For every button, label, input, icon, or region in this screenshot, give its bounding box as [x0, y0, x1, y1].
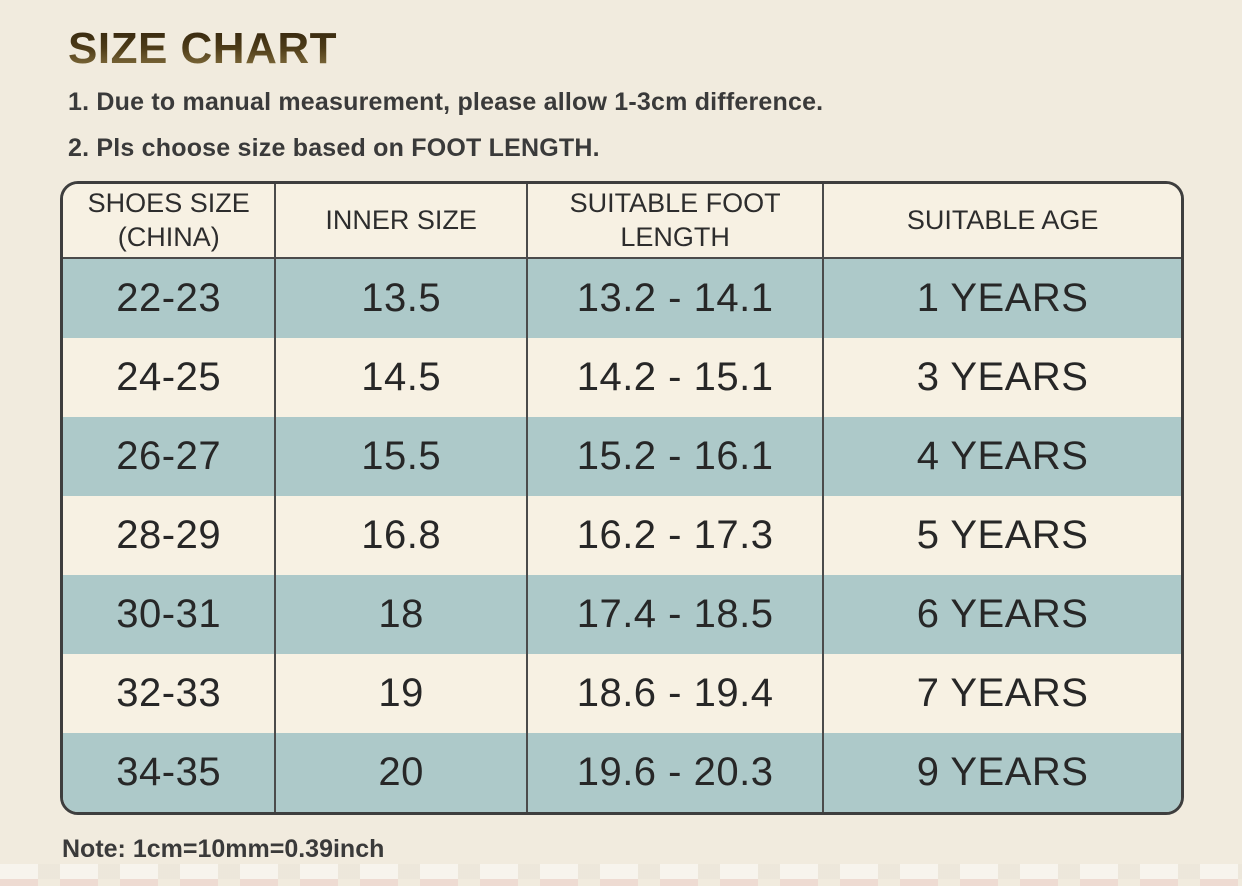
col-header-shoes-size-line2: (CHINA)	[117, 221, 220, 252]
table-row: 22-23 13.5 13.2 - 14.1 1 YEARS	[63, 258, 1181, 339]
note-foot-length: 2. Pls choose size based on FOOT LENGTH.	[68, 134, 600, 163]
size-chart-table-frame: SHOES SIZE (CHINA) INNER SIZE SUITABLE F…	[60, 181, 1184, 816]
cell-suitable-age: 5 YEARS	[822, 496, 1181, 576]
table-row: 30-31 18 17.4 - 18.5 6 YEARS	[63, 575, 1181, 655]
cell-foot-length: 14.2 - 15.1	[525, 338, 824, 418]
cell-suitable-age: 1 YEARS	[822, 258, 1181, 339]
cell-shoes-size: 26-27	[63, 417, 276, 497]
note-measurement: 1. Due to manual measurement, please all…	[68, 88, 824, 117]
cell-shoes-size: 30-31	[63, 575, 276, 655]
col-header-shoes-size-line1: SHOES SIZE	[87, 187, 250, 218]
cell-inner-size: 15.5	[274, 417, 527, 497]
table-row: 28-29 16.8 16.2 - 17.3 5 YEARS	[63, 496, 1181, 576]
cell-foot-length: 13.2 - 14.1	[525, 258, 824, 339]
cell-suitable-age: 7 YEARS	[822, 654, 1181, 734]
cell-shoes-size: 24-25	[63, 338, 276, 418]
cell-shoes-size: 28-29	[63, 496, 276, 576]
cell-suitable-age: 9 YEARS	[822, 733, 1181, 813]
cell-foot-length: 15.2 - 16.1	[525, 417, 824, 497]
unit-conversion-note: Note: 1cm=10mm=0.39inch	[62, 835, 385, 864]
col-header-foot-length: SUITABLE FOOT LENGTH	[525, 184, 824, 260]
cell-foot-length: 18.6 - 19.4	[525, 654, 824, 734]
bottom-perforation-tabs	[0, 864, 1242, 879]
cell-shoes-size: 22-23	[63, 258, 276, 339]
cell-suitable-age: 4 YEARS	[822, 417, 1181, 497]
table-row: 34-35 20 19.6 - 20.3 9 YEARS	[63, 733, 1181, 813]
bottom-perforation-dashes	[0, 879, 1242, 886]
cell-inner-size: 20	[274, 733, 527, 813]
col-header-suitable-age: SUITABLE AGE	[822, 184, 1181, 260]
cell-foot-length: 19.6 - 20.3	[525, 733, 824, 813]
cell-foot-length: 17.4 - 18.5	[525, 575, 824, 655]
col-header-inner-size: INNER SIZE	[274, 184, 527, 260]
size-chart-table: SHOES SIZE (CHINA) INNER SIZE SUITABLE F…	[63, 184, 1181, 813]
table-row: 26-27 15.5 15.2 - 16.1 4 YEARS	[63, 417, 1181, 497]
page-title: SIZE CHART	[68, 24, 337, 73]
table-row: 24-25 14.5 14.2 - 15.1 3 YEARS	[63, 338, 1181, 418]
cell-suitable-age: 6 YEARS	[822, 575, 1181, 655]
table-row: 32-33 19 18.6 - 19.4 7 YEARS	[63, 654, 1181, 734]
cell-foot-length: 16.2 - 17.3	[525, 496, 824, 576]
header-row: SHOES SIZE (CHINA) INNER SIZE SUITABLE F…	[63, 184, 1181, 260]
cell-inner-size: 14.5	[274, 338, 527, 418]
cell-inner-size: 16.8	[274, 496, 527, 576]
cell-inner-size: 18	[274, 575, 527, 655]
col-header-shoes-size: SHOES SIZE (CHINA)	[63, 184, 276, 260]
size-chart-panel: SIZE CHART 1. Due to manual measurement,…	[60, 24, 1184, 864]
cell-shoes-size: 34-35	[63, 733, 276, 813]
cell-inner-size: 19	[274, 654, 527, 734]
cell-shoes-size: 32-33	[63, 654, 276, 734]
cell-suitable-age: 3 YEARS	[822, 338, 1181, 418]
cell-inner-size: 13.5	[274, 258, 527, 339]
